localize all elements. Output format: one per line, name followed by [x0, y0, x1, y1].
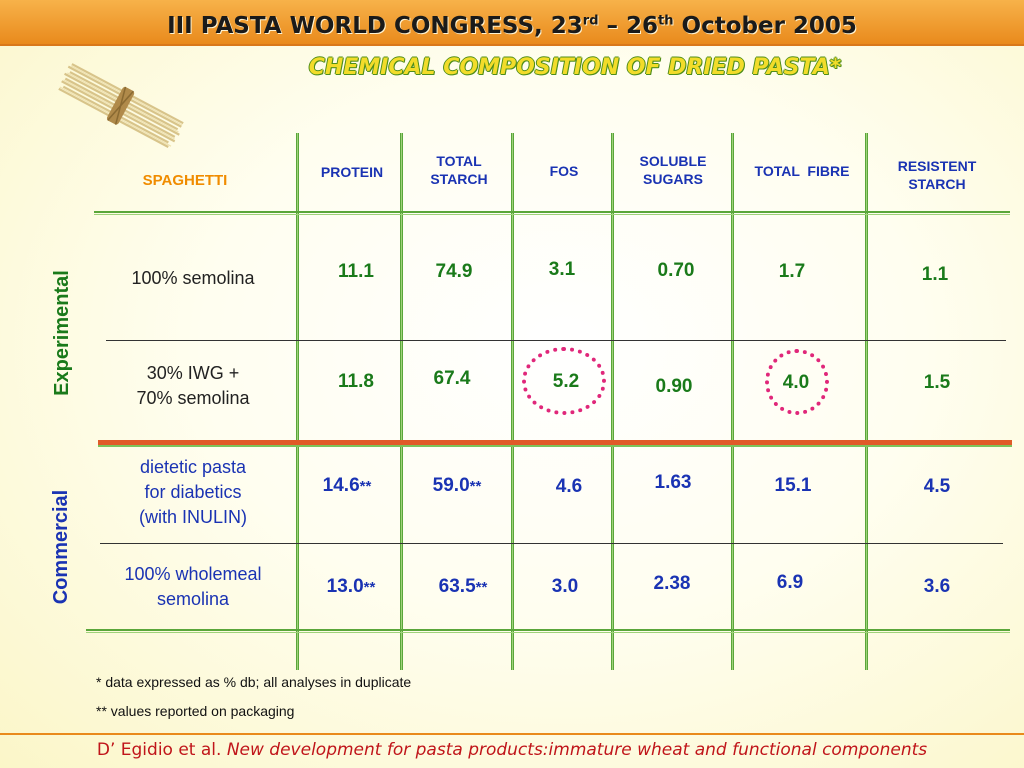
footer-rule — [0, 733, 1024, 735]
row-label-line: 100% wholemeal — [124, 564, 262, 584]
citation-title: New development for pasta products:immat… — [226, 740, 928, 760]
col-header-fos-line: FOS — [549, 163, 579, 179]
col-header-total-starch: TOTAL STARCH — [404, 152, 514, 188]
col-header-soluble-sugars: SOLUBLE SUGARS — [614, 152, 732, 188]
grid-vline-2 — [400, 133, 403, 670]
cell-r4-fos: 3.0 — [551, 576, 579, 597]
row-label-line: 100% semolina — [131, 268, 255, 288]
title-text-2: – 26 — [598, 12, 659, 39]
col-header-resistent-starch-line-2: STARCH — [908, 176, 966, 192]
grid-vline-5 — [731, 133, 734, 670]
col-header-resistent-starch: RESISTENT STARCH — [872, 157, 1002, 193]
row-label-line: for diabetics — [144, 482, 242, 502]
row-label-line: 30% IWG + — [146, 363, 240, 383]
col-header-fos: FOS — [514, 162, 614, 180]
col-header-total-fibre: TOTAL FIBRE — [736, 162, 868, 180]
slide-subtitle: CHEMICAL COMPOSITION OF DRIED PASTA* — [308, 55, 842, 80]
title-sup-2: th — [658, 13, 674, 28]
grid-vline-1 — [296, 133, 299, 670]
cell-r3-total-fibre: 15.1 — [774, 475, 812, 496]
cell-r1-soluble-sugars: 0.70 — [657, 260, 695, 281]
col-header-total-starch-line-1: TOTAL — [436, 153, 482, 169]
stars: ** — [469, 478, 482, 495]
footnote-packaging: ** values reported on packaging — [96, 703, 295, 719]
cell-r2-resistent-starch: 1.5 — [923, 372, 951, 393]
cell-r2-protein: 11.8 — [338, 371, 374, 392]
col-header-total-starch-line-2: STARCH — [430, 171, 488, 187]
row-label-dietetic-pasta: dietetic pasta for diabetics (with INULI… — [108, 455, 278, 530]
stars: ** — [359, 478, 372, 495]
highlight-circle-fos — [522, 347, 606, 415]
cell-r1-total-starch: 74.9 — [435, 261, 473, 282]
spaghetti-bundle-image — [58, 63, 184, 148]
row-label-100-semolina: 100% semolina — [108, 266, 278, 291]
title-sup-1: rd — [582, 13, 599, 28]
row-label-line: semolina — [156, 589, 230, 609]
cell-r3-resistent-starch: 4.5 — [923, 476, 951, 497]
title-bar: III PASTA WORLD CONGRESS, 23rd – 26th Oc… — [0, 0, 1024, 46]
row-header-spaghetti: SPAGHETTI — [142, 172, 228, 189]
value: 63.5 — [438, 576, 476, 597]
row-label-line: (with INULIN) — [138, 507, 247, 527]
cell-r1-fos: 3.1 — [548, 259, 576, 280]
cell-r1-resistent-starch: 1.1 — [921, 264, 949, 285]
col-header-protein: PROTEIN — [300, 163, 404, 181]
highlight-circle-total-fibre — [765, 349, 829, 415]
value: 13.0 — [326, 576, 364, 597]
col-header-soluble-sugars-line-2: SUGARS — [643, 171, 703, 187]
cell-r4-resistent-starch: 3.6 — [923, 576, 951, 597]
cell-r3-protein: 14.6** — [302, 475, 392, 497]
header-divider — [94, 211, 1010, 215]
col-header-resistent-starch-line-1: RESISTENT — [897, 158, 977, 174]
group-label-experimental: Experimental — [51, 270, 73, 396]
row-label-line: 70% semolina — [136, 388, 250, 408]
grid-vline-4 — [611, 133, 614, 670]
cell-r3-total-starch: 59.0** — [412, 475, 502, 497]
value: 14.6 — [322, 475, 360, 496]
row-divider-3 — [100, 543, 1003, 544]
cell-r2-total-starch: 67.4 — [433, 368, 471, 389]
group-label-commercial: Commercial — [50, 489, 72, 605]
col-header-soluble-sugars-line-1: SOLUBLE — [639, 153, 707, 169]
col-header-total-fibre-line: TOTAL FIBRE — [754, 163, 850, 179]
cell-r4-total-starch: 63.5** — [418, 576, 508, 598]
cell-r3-fos: 4.6 — [555, 476, 583, 497]
cell-r4-total-fibre: 6.9 — [776, 572, 804, 593]
cell-r4-protein: 13.0** — [306, 576, 396, 598]
grid-vline-3 — [511, 133, 514, 670]
col-header-protein-line: PROTEIN — [320, 164, 384, 180]
cell-r4-soluble-sugars: 2.38 — [653, 573, 691, 594]
citation-authors: D’ Egidio et al. — [96, 740, 227, 760]
stars: ** — [475, 579, 488, 596]
value: 59.0 — [432, 475, 470, 496]
row-label-line: dietetic pasta — [139, 457, 247, 477]
cell-r2-soluble-sugars: 0.90 — [655, 376, 693, 397]
grid-vline-6 — [865, 133, 868, 670]
footnote-data-basis: * data expressed as % db; all analyses i… — [96, 674, 412, 690]
row-divider-1 — [106, 340, 1006, 341]
row-label-wholemeal: 100% wholemeal semolina — [108, 562, 278, 612]
cell-r1-total-fibre: 1.7 — [778, 261, 806, 282]
cell-r3-soluble-sugars: 1.63 — [654, 472, 692, 493]
slide-title: III PASTA WORLD CONGRESS, 23rd – 26th Oc… — [167, 13, 857, 39]
cell-r1-protein: 11.1 — [338, 261, 374, 282]
row-label-iwg-semolina: 30% IWG + 70% semolina — [108, 361, 278, 411]
stars: ** — [363, 579, 376, 596]
title-text-3: October 2005 — [673, 12, 857, 39]
table-bottom-rule — [86, 629, 1010, 633]
citation-footer: D’ Egidio et al. New development for pas… — [0, 740, 1024, 760]
group-divider — [98, 440, 1012, 447]
title-text-1: III PASTA WORLD CONGRESS, 23 — [167, 12, 583, 39]
